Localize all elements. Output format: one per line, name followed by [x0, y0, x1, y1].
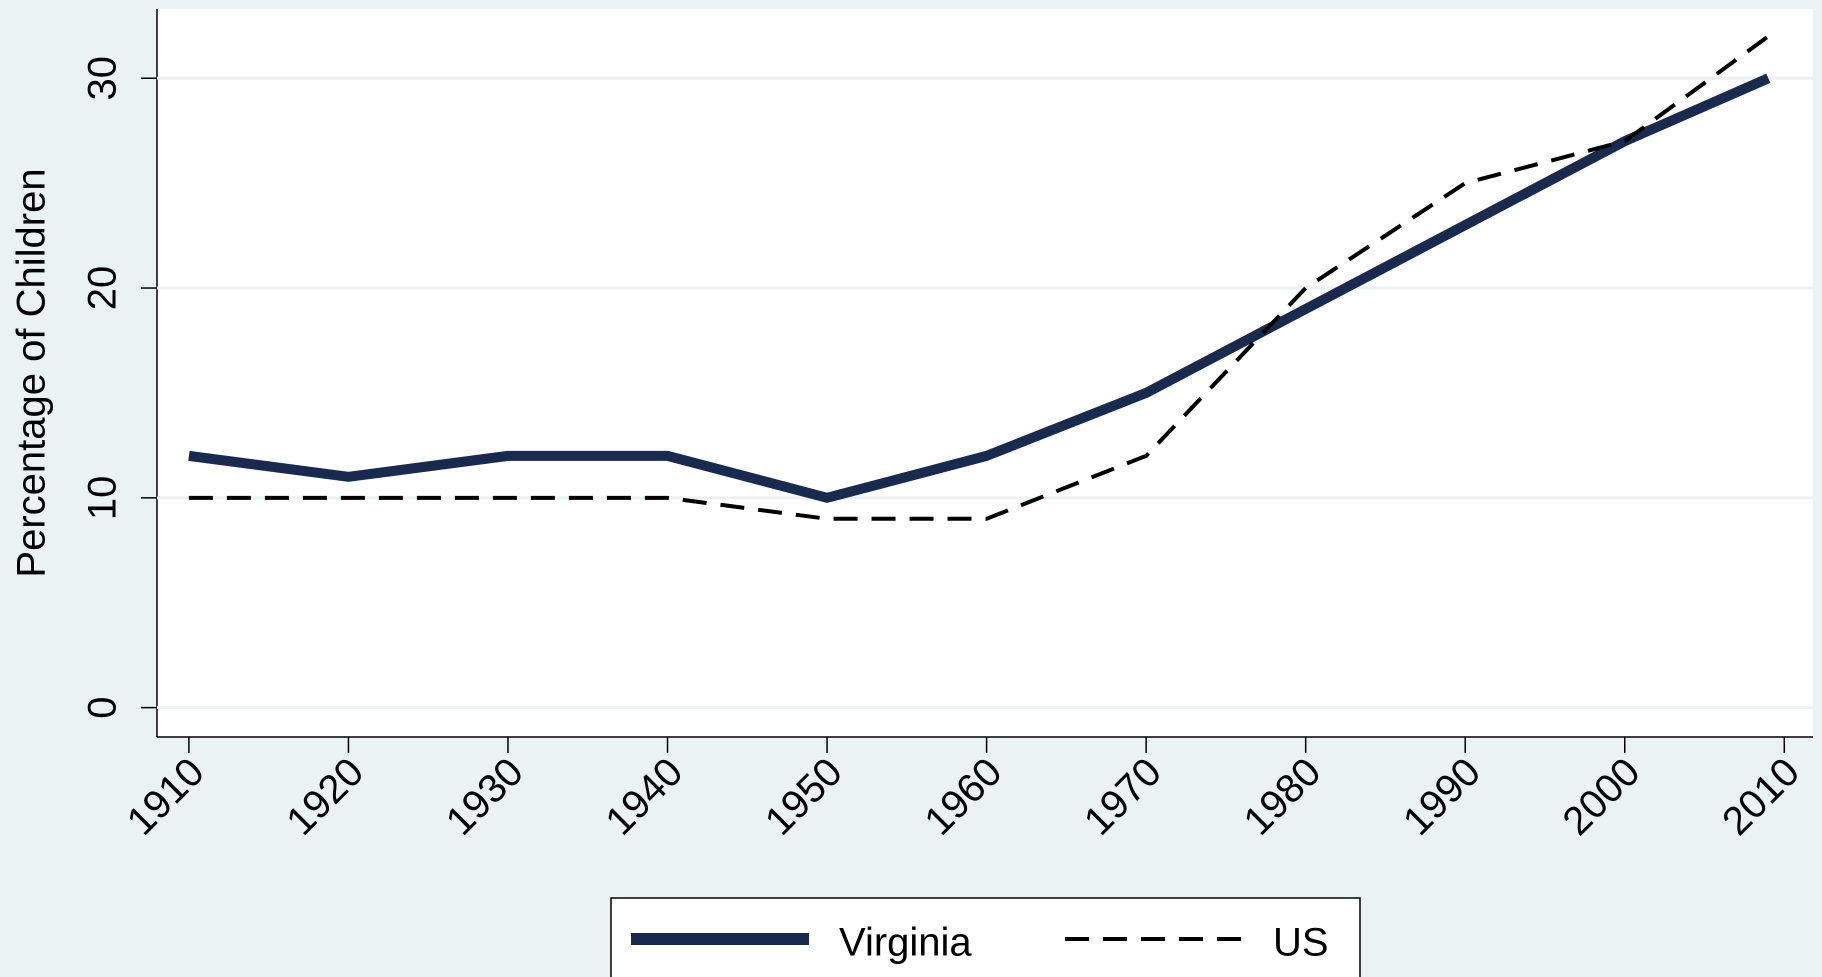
y-tick-label: 20 — [81, 266, 125, 311]
y-tick-label: 0 — [81, 697, 125, 719]
y-tick-label: 30 — [81, 56, 125, 101]
series-line — [188, 34, 1770, 521]
plot-area — [157, 9, 1813, 737]
legend-label: US — [1273, 921, 1329, 965]
legend-label: Virginia — [839, 921, 972, 965]
series-line — [188, 73, 1771, 503]
y-axis-label: Percentage of Children — [10, 168, 54, 577]
y-tick-label: 10 — [81, 476, 125, 521]
